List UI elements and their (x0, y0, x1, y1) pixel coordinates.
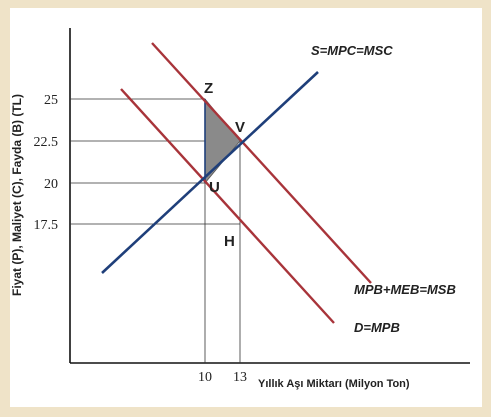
y-axis-label: Fiyat (P), Maliyet (C), Fayda (B) (TL) (10, 94, 24, 296)
demand-curve-label: D=MPB (354, 320, 400, 335)
y-tick-22-5: 22.5 (34, 135, 59, 150)
y-tick-20: 20 (44, 177, 58, 192)
point-v-label: V (235, 119, 245, 136)
point-z-label: Z (204, 80, 213, 97)
y-tick-17-5: 17.5 (34, 218, 59, 233)
point-u-label: U (209, 179, 220, 196)
point-h-label: H (224, 233, 235, 250)
demand-curve (120, 88, 335, 324)
msb-curve (151, 42, 372, 284)
x-axis-label: Yıllık Aşı Miktarı (Milyon Ton) (258, 378, 410, 390)
x-tick-13: 13 (233, 370, 247, 385)
y-tick-25: 25 (44, 93, 58, 108)
x-tick-10: 10 (198, 370, 212, 385)
supply-curve (101, 71, 319, 274)
diagram-panel (10, 8, 482, 407)
supply-curve-label: S=MPC=MSC (311, 43, 393, 58)
msb-curve-label: MPB+MEB=MSB (354, 282, 456, 297)
welfare-gain-triangle (204, 97, 241, 185)
